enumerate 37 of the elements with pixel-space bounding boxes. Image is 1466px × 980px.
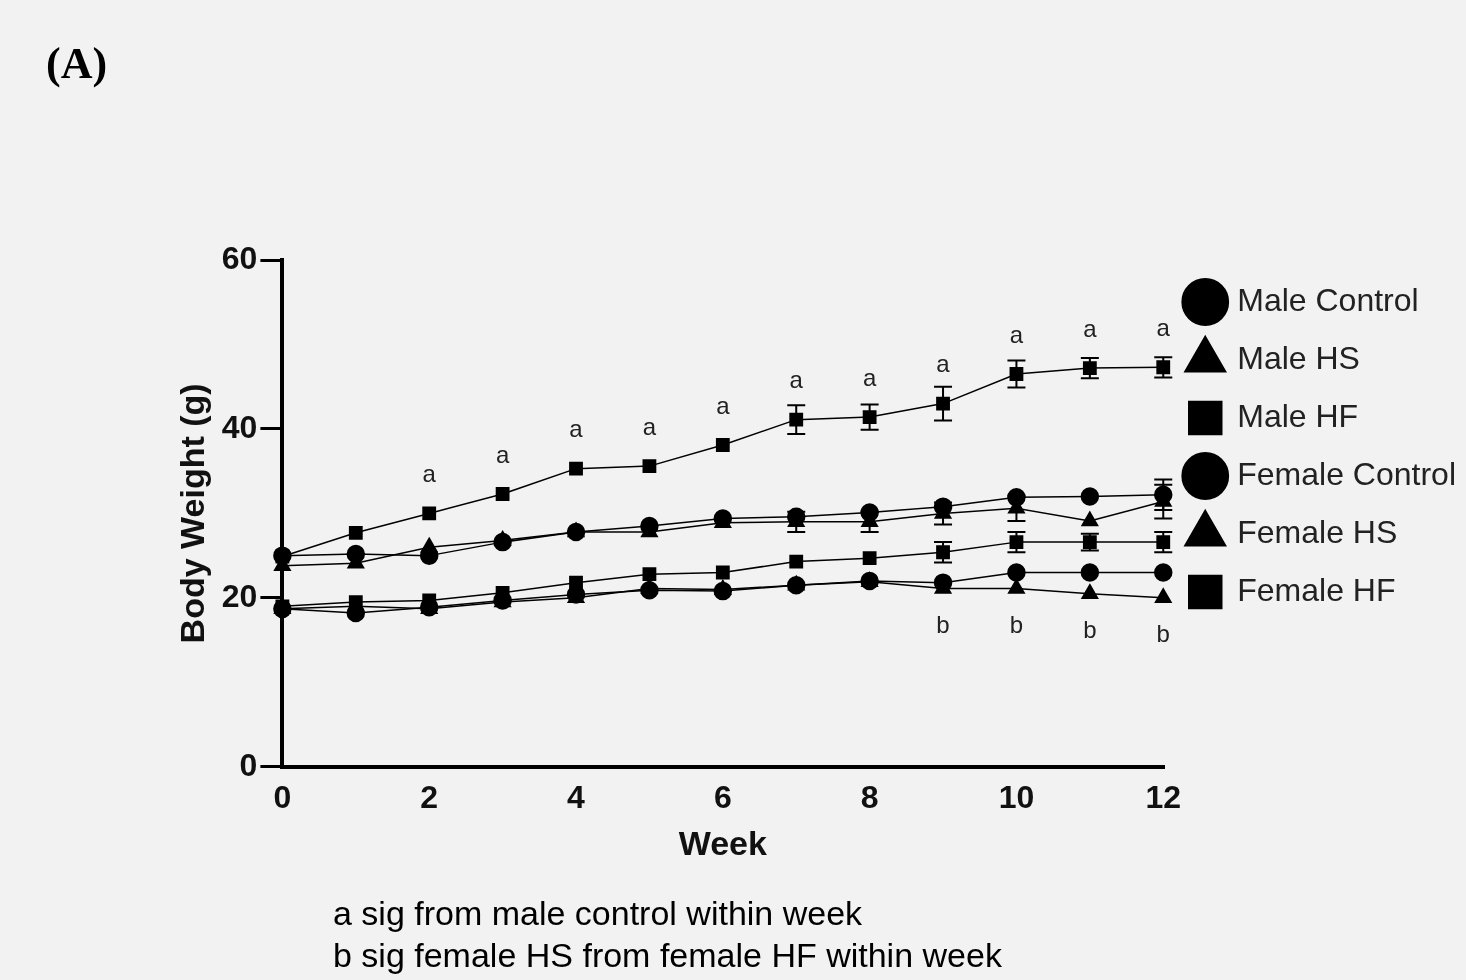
x-axis-title: Week — [678, 823, 768, 862]
annotation: a — [569, 415, 584, 443]
annotation: b — [1009, 611, 1024, 639]
y-tick-label: 20 — [221, 577, 258, 614]
y-tick-label: 40 — [221, 408, 258, 445]
legend-label: Male HS — [1237, 339, 1360, 376]
legend-label: Male HF — [1237, 397, 1359, 434]
annotation: a — [642, 412, 657, 440]
annotation: a — [422, 460, 437, 488]
text: a sig from male control within week — [333, 893, 864, 934]
annotation: a — [1009, 320, 1024, 348]
annotation: b — [936, 611, 950, 639]
x-tick-label: 4 — [567, 778, 586, 815]
text: b sig female HS from female HF within week — [333, 935, 1002, 976]
x-tick-label: 8 — [860, 778, 879, 815]
annotation: a — [1083, 314, 1098, 342]
legend-label: Female HS — [1237, 513, 1398, 550]
x-tick-label: 10 — [998, 778, 1035, 815]
legend-label: Female HF — [1237, 571, 1396, 608]
annotation: a — [862, 363, 877, 391]
x-tick-label: 0 — [273, 778, 292, 815]
annotation: b — [1083, 616, 1097, 644]
x-tick-label: 6 — [713, 778, 732, 815]
annotation: a — [789, 366, 804, 394]
chart-title: (A) — [46, 38, 108, 89]
annotation: a — [1156, 313, 1171, 341]
y-tick-label: 0 — [239, 746, 258, 783]
y-axis-title: Body Weight (g) — [172, 383, 211, 644]
annotation: a — [936, 350, 951, 378]
y-tick-label: 60 — [221, 239, 258, 276]
legend-label: Male Control — [1237, 281, 1419, 318]
x-tick-label: 12 — [1145, 778, 1182, 815]
annotation: b — [1156, 620, 1170, 648]
annotation: a — [495, 440, 510, 468]
annotation: a — [716, 391, 731, 419]
legend-label: Female Control — [1237, 455, 1456, 492]
x-tick-label: 2 — [420, 778, 439, 815]
